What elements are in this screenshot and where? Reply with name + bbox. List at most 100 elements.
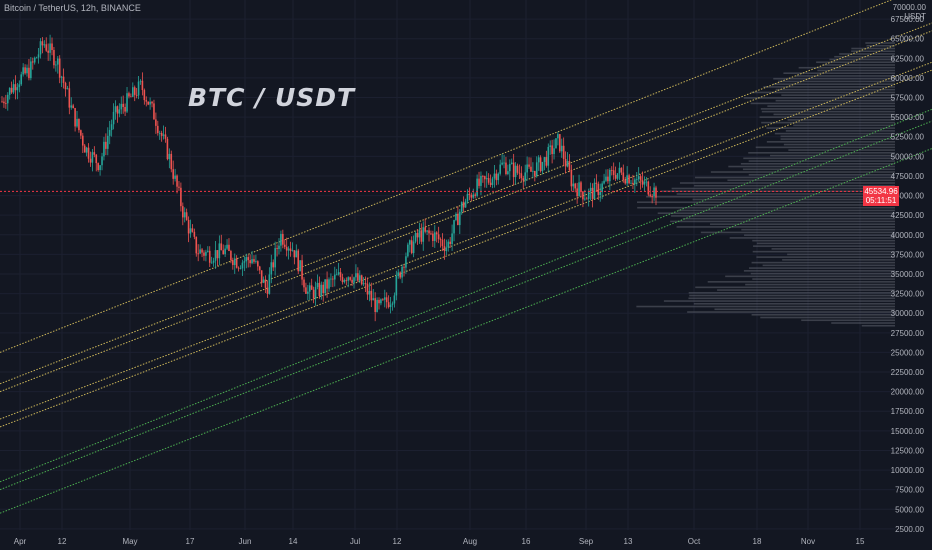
candle-body: [347, 277, 350, 281]
y-tick-label: 7500.00: [895, 486, 924, 495]
candle-body: [339, 272, 342, 278]
candle-body: [106, 135, 109, 149]
volume-profile-bar: [774, 132, 895, 135]
volume-profile-bar: [700, 231, 895, 234]
candle-body: [97, 163, 99, 171]
candle-body: [643, 181, 646, 185]
candle-body: [218, 243, 221, 259]
candle-body: [530, 166, 532, 172]
volume-profile-bar: [694, 204, 895, 206]
channel-line-green: [0, 120, 932, 491]
volume-profile-bar: [782, 259, 895, 261]
candle-body: [512, 162, 515, 178]
price-axis-top-label: 70000.00: [892, 3, 926, 12]
candle-body: [153, 103, 155, 120]
volume-profile-bar: [751, 91, 895, 94]
candle-body: [255, 261, 257, 263]
volume-profile-bar: [766, 141, 895, 143]
candle-body: [72, 105, 74, 109]
candle-body: [18, 84, 21, 88]
candle-body: [601, 183, 603, 192]
candle-body: [103, 141, 105, 157]
volume-profile-bar: [689, 294, 895, 297]
countdown-timer: 05:11:51: [865, 196, 897, 205]
y-tick-label: 32500.00: [891, 290, 925, 299]
candle-body: [385, 297, 388, 303]
candle-body: [118, 109, 121, 114]
candle-body: [537, 157, 540, 163]
candle-body: [472, 194, 475, 198]
candle-body: [35, 57, 38, 59]
y-tick-label: 20000.00: [891, 388, 925, 397]
candle-body: [622, 172, 625, 181]
volume-profile-bar: [729, 237, 895, 239]
candle-body: [516, 165, 519, 173]
candle-body: [257, 261, 259, 267]
volume-profile-bar: [743, 157, 895, 160]
volume-profile-bar: [678, 209, 895, 212]
volume-profile-bar: [773, 77, 895, 80]
candle-body: [408, 240, 411, 245]
candle-body: [299, 260, 301, 272]
y-tick-label: 30000.00: [891, 309, 925, 318]
candle-body: [641, 180, 644, 185]
candle-body: [253, 259, 255, 262]
candle-body: [274, 248, 276, 268]
candle-body: [164, 134, 167, 139]
candle-body: [468, 193, 471, 195]
candle-body: [114, 106, 117, 112]
candle-body: [199, 249, 201, 254]
candle-body: [637, 176, 640, 180]
candle-body: [39, 41, 42, 55]
candle-body: [89, 158, 92, 163]
candle-body: [426, 230, 428, 232]
candle-body: [158, 132, 161, 134]
candle-body: [414, 233, 417, 242]
candle-body: [187, 219, 190, 234]
volume-profile-bar: [763, 86, 895, 88]
candle-body: [310, 285, 313, 290]
candle-body: [568, 161, 571, 171]
candle-body: [62, 76, 65, 83]
volume-profile-bar: [801, 319, 895, 322]
candle-body: [435, 232, 438, 235]
candle-body: [509, 163, 511, 172]
candlesticks: [1, 34, 657, 322]
volume-profile-bar: [778, 80, 895, 83]
candle-body: [87, 147, 90, 159]
candle-body: [28, 67, 30, 79]
candle-body: [243, 261, 246, 263]
candle-body: [160, 132, 163, 136]
candle-body: [651, 195, 653, 197]
currency-label: 70000.00 USDT: [893, 3, 926, 21]
current-price-badge: 45534.96 05:11:51: [863, 186, 899, 206]
candle-body: [33, 57, 36, 63]
candle-body: [639, 176, 642, 181]
candle-body: [635, 179, 638, 181]
candle-body: [205, 251, 207, 256]
candle-body: [14, 84, 17, 91]
candle-body: [609, 169, 611, 182]
candle-body: [235, 258, 238, 268]
volume-profile-bar: [717, 289, 895, 291]
volume-profile-bar: [762, 264, 895, 267]
candle-body: [541, 161, 544, 172]
candle-body: [476, 178, 478, 196]
candle-body: [324, 279, 326, 293]
candle-body: [443, 246, 446, 252]
volume-profile-bar: [636, 305, 895, 308]
volume-profile-bar: [707, 281, 895, 283]
candle-body: [312, 289, 315, 299]
y-tick-label: 55000.00: [891, 113, 925, 122]
y-tick-label: 25000.00: [891, 348, 925, 357]
candle-body: [545, 157, 548, 166]
candle-body: [45, 44, 48, 51]
candle-body: [139, 80, 142, 82]
candle-body: [143, 90, 146, 101]
volume-profile-bar: [752, 278, 895, 280]
y-tick-label: 22500.00: [891, 368, 925, 377]
candle-body: [572, 183, 575, 187]
candle-body: [270, 262, 273, 275]
candle-body: [570, 170, 573, 187]
